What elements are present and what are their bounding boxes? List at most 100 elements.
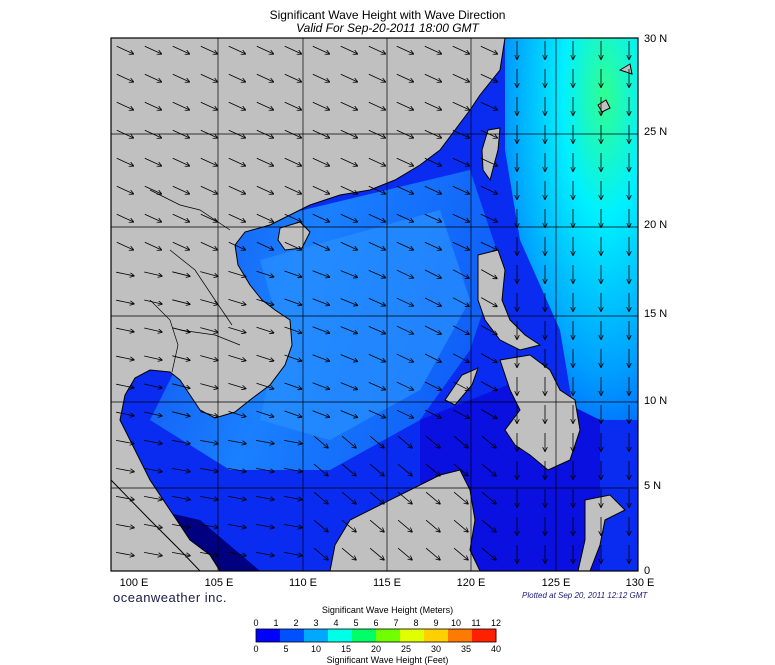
wave-direction-arrow — [228, 468, 246, 471]
wave-direction-arrow — [228, 129, 245, 138]
wave-direction-arrow — [481, 297, 497, 307]
wave-direction-arrow — [340, 410, 358, 418]
wave-direction-arrow — [340, 270, 358, 278]
wave-direction-arrow — [284, 45, 301, 54]
wave-direction-arrow — [452, 185, 469, 194]
wave-direction-arrow — [312, 410, 330, 417]
colorbar-feet-tick: 0 — [253, 644, 258, 654]
wave-direction-arrow — [452, 129, 469, 138]
colorbar-meter-tick: 11 — [471, 618, 480, 628]
wave-direction-arrow — [368, 157, 385, 166]
colorbar-swatch — [352, 629, 377, 642]
wave-direction-arrow — [144, 355, 162, 360]
colorbar-title-feet: Significant Wave Height (Feet) — [326, 655, 449, 665]
wave-direction-arrow — [340, 101, 357, 110]
wave-direction-arrow — [228, 383, 245, 388]
wave-direction-arrow — [313, 491, 328, 504]
wave-direction-arrow — [425, 491, 440, 504]
wave-direction-arrow — [284, 241, 301, 250]
wave-direction-arrow — [200, 45, 217, 54]
wave-direction-arrow — [172, 524, 190, 527]
wave-direction-arrow — [424, 381, 441, 390]
wave-direction-arrow — [144, 524, 162, 527]
wave-direction-arrow — [200, 299, 217, 305]
wave-direction-arrow — [256, 129, 273, 138]
wave-direction-arrow — [312, 213, 329, 222]
colorbar-swatch — [280, 629, 305, 642]
wave-direction-arrow — [172, 383, 189, 388]
land-borneo — [329, 469, 481, 571]
wave-direction-arrow — [228, 185, 245, 194]
wave-direction-arrow — [369, 463, 384, 476]
wave-direction-arrow — [368, 326, 385, 333]
colorbar-meter-tick: 4 — [333, 618, 338, 628]
wave-direction-arrow — [340, 185, 357, 194]
wave-direction-arrow — [312, 185, 329, 194]
lon-label: 130 E — [626, 577, 655, 589]
wave-direction-arrow — [172, 241, 189, 250]
wave-direction-arrow — [172, 299, 189, 304]
wave-direction-arrow — [424, 353, 441, 362]
wave-direction-arrow — [284, 213, 301, 222]
wave-direction-arrow — [116, 299, 134, 304]
wave-direction-arrow — [481, 463, 496, 476]
wave-direction-arrow — [452, 297, 469, 306]
colorbar — [255, 628, 497, 643]
wave-direction-arrow — [116, 496, 134, 499]
graticule — [111, 38, 638, 571]
wave-direction-arrow — [452, 45, 469, 54]
wave-direction-arrow — [481, 519, 496, 532]
wave-direction-arrow — [453, 435, 468, 448]
wave-direction-arrow — [172, 101, 189, 110]
wave-direction-arrow — [284, 524, 302, 527]
wave-direction-arrow — [481, 269, 497, 279]
wave-direction-arrow — [424, 269, 441, 278]
wave-direction-arrow — [228, 241, 245, 250]
wave-direction-arrow — [368, 298, 385, 305]
wave-direction-arrow — [144, 101, 161, 110]
colorbar-meter-tick: 2 — [293, 618, 298, 628]
wave-direction-arrow — [284, 440, 302, 443]
wave-direction-arrow — [312, 326, 330, 333]
lon-label: 115 E — [373, 577, 401, 589]
wave-direction-arrow — [200, 73, 217, 82]
wave-direction-arrow — [172, 496, 190, 499]
wave-direction-arrow — [172, 73, 189, 82]
wave-direction-arrow — [256, 73, 273, 82]
wave-direction-arrow — [312, 241, 329, 250]
wave-direction-arrow — [424, 129, 441, 138]
wave-direction-arrow — [396, 353, 413, 362]
wave-direction-arrow — [313, 547, 328, 560]
map-subtitle: Valid For Sep-20-2011 18:00 GMT — [296, 21, 479, 35]
colorbar-swatch — [400, 629, 425, 642]
wave-direction-arrow — [200, 524, 218, 527]
wave-direction-arrow — [200, 185, 217, 194]
wave-direction-arrow — [284, 101, 301, 110]
map-title: Significant Wave Height with Wave Direct… — [269, 8, 506, 22]
wave-direction-arrow — [424, 297, 441, 306]
lon-label: 100 E — [120, 577, 149, 589]
wave-direction-arrow — [284, 157, 301, 166]
wave-direction-arrow — [312, 382, 330, 389]
wave-direction-arrow — [481, 435, 496, 448]
wave-direction-arrow — [144, 411, 162, 416]
wave-direction-arrow — [368, 101, 385, 110]
wave-direction-arrow — [116, 440, 134, 443]
wave-direction-arrow — [256, 552, 274, 555]
wave-direction-arrow — [256, 496, 274, 499]
wave-direction-arrow — [200, 157, 217, 166]
wave-direction-arrow — [368, 382, 385, 389]
wave-direction-arrow — [200, 129, 217, 138]
wave-direction-arrow — [228, 440, 246, 443]
wave-direction-arrow — [368, 354, 385, 361]
wave-direction-arrow — [480, 185, 497, 194]
colorbar-swatch — [328, 629, 353, 642]
wave-direction-arrow — [312, 129, 329, 138]
wave-direction-arrow — [312, 73, 329, 82]
wave-direction-arrow — [312, 270, 330, 277]
wave-direction-arrow — [312, 354, 330, 361]
wave-direction-arrow — [116, 157, 133, 166]
wave-direction-arrow — [424, 45, 441, 54]
lon-label: 125 E — [542, 577, 571, 589]
wave-direction-arrow — [200, 327, 217, 333]
